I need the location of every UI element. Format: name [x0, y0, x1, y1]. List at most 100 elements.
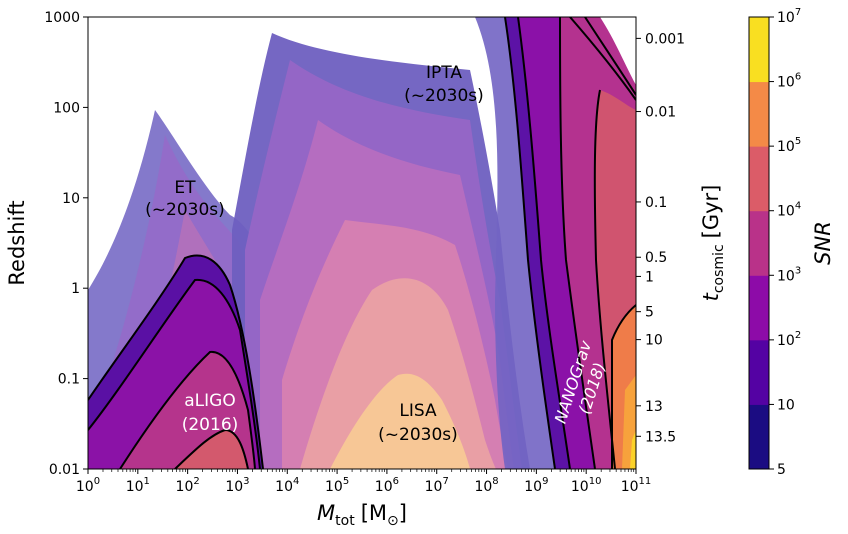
- colorbar-band-5: [749, 81, 769, 147]
- colorbar-label: SNR: [811, 221, 835, 265]
- y2-axis-ticks: 0.001 0.01 0.1 0.5 1 5 10 13 13.5: [636, 31, 685, 445]
- colorbar-frame: [748, 16, 770, 470]
- x-tick-base: 10: [225, 479, 243, 495]
- y-tick-label-1: 100: [53, 100, 80, 116]
- x-tick-label-1: 101: [126, 476, 150, 495]
- y2-tick-label-6: 10: [645, 333, 663, 349]
- colorbar-tick-exp: 3: [795, 265, 801, 276]
- colorbar-tick-label-5: 105: [777, 136, 801, 155]
- lisa-inner-5: [330, 373, 470, 469]
- x-tick-base: 10: [425, 479, 443, 495]
- lisa-label: LISA: [399, 401, 437, 421]
- x-tick-exp: 1: [144, 476, 150, 487]
- x-tick-label-11: 1011: [621, 476, 652, 495]
- plot-area: [88, 17, 636, 469]
- y2-axis-label-unit: [Gyr]: [699, 185, 723, 239]
- nanograv-7: [630, 430, 636, 469]
- y-axis-ticks: 1000 100 10 1 0.1 0.01: [44, 10, 88, 478]
- colorbar-tick-label-7: 107: [777, 7, 801, 26]
- nanograv-contour-2: [517, 17, 571, 469]
- colorbar-band-0: [749, 404, 769, 470]
- x-tick-exp: 0: [94, 476, 100, 487]
- y-tick-label-0: 1000: [44, 10, 80, 26]
- y2-tick-label-3: 0.5: [645, 250, 667, 266]
- aligo-contour-4: [174, 428, 249, 469]
- x-axis-label: Mtot [M⊙]: [317, 501, 407, 529]
- x-tick-exp: 3: [243, 476, 249, 487]
- x-tick-label-2: 102: [176, 476, 200, 495]
- colorbar-tick-exp: 7: [795, 7, 801, 18]
- y2-tick-label-8: 13.5: [645, 429, 676, 445]
- x-tick-exp: 8: [492, 476, 498, 487]
- x-tick-base: 10: [524, 479, 542, 495]
- colorbar-tick-base: 10: [777, 204, 795, 220]
- x-tick-exp: 6: [393, 476, 399, 487]
- et-label: ET: [174, 178, 196, 198]
- colorbar-tick-base: 10: [777, 333, 795, 349]
- x-tick-label-0: 100: [76, 476, 100, 495]
- x-tick-exp: 2: [193, 476, 199, 487]
- y-tick-label-4: 0.1: [58, 372, 80, 388]
- x-tick-exp: 4: [293, 476, 299, 487]
- y2-tick-label-5: 5: [645, 305, 654, 321]
- nanograv-contour-5: [584, 17, 636, 96]
- nanograv-contour-7: [611, 304, 636, 469]
- colorbar-tick-label-6: 106: [777, 72, 801, 91]
- y2-axis-label: tcosmic [Gyr]: [699, 185, 727, 302]
- nanograv-contour-1: [504, 17, 556, 469]
- colorbar-tick-base: 10: [777, 75, 795, 91]
- colorbar-tick-label-3: 103: [777, 265, 801, 284]
- x-tick-exp: 10: [589, 476, 602, 487]
- nanograv-contour-6: [593, 89, 616, 469]
- colorbar-band-3: [749, 210, 769, 276]
- et-epoch: (~2030s): [145, 200, 225, 220]
- snr-contours: [88, 17, 636, 469]
- ipta-label: IPTA: [426, 63, 462, 83]
- aligo-epoch: (2016): [182, 415, 239, 435]
- y2-tick-label-7: 13: [645, 399, 663, 415]
- colorbar-tick-label-2: 102: [777, 330, 801, 349]
- colorbar-tick-label-0: 5: [777, 462, 786, 478]
- colorbar-tick-base: 10: [777, 268, 795, 284]
- colorbar-tick-exp: 6: [795, 72, 801, 83]
- x-tick-label-7: 107: [425, 476, 449, 495]
- y-tick-label-3: 1: [71, 281, 80, 297]
- x-tick-exp: 7: [442, 476, 448, 487]
- y2-axis-label-main: t: [699, 292, 723, 301]
- lisa-epoch: (~2030s): [378, 425, 458, 445]
- x-tick-base: 10: [176, 479, 194, 495]
- plot-frame: [87, 16, 637, 470]
- x-tick-label-4: 104: [275, 476, 299, 495]
- x-axis-label-unit: [M: [361, 501, 387, 525]
- x-tick-label-5: 105: [325, 476, 349, 495]
- y-tick-label-2: 10: [62, 191, 80, 207]
- x-tick-base: 10: [126, 479, 144, 495]
- colorbar-tick-exp: 4: [795, 201, 801, 212]
- colorbar-band-2: [749, 275, 769, 341]
- aligo-contour-2: [88, 278, 261, 469]
- x-axis-ticks: 100 101 102 103 104 105 106 107 108 109 1010 1011: [76, 469, 651, 495]
- y-axis-label: Redshift: [5, 200, 29, 285]
- y2-tick-label-2: 0.1: [645, 195, 667, 211]
- x-tick-base: 10: [275, 479, 293, 495]
- nanograv-contour-3: [559, 17, 596, 469]
- colorbar-band-1: [749, 339, 769, 405]
- colorbar-tick-label-1: 10: [777, 397, 795, 413]
- y2-tick-label-1: 0.01: [645, 105, 676, 121]
- x-tick-base: 10: [621, 479, 639, 495]
- nanograv-contour-4: [569, 17, 636, 101]
- colorbar-tick-base: 10: [777, 397, 795, 413]
- x-tick-base: 10: [375, 479, 393, 495]
- aligo-contour-1: [88, 254, 264, 469]
- y2-tick-label-4: 1: [645, 269, 654, 285]
- x-tick-exp: 5: [343, 476, 349, 487]
- x-axis-label-unit-close: ]: [399, 501, 407, 525]
- x-tick-exp: 11: [639, 476, 652, 487]
- colorbar-tick-base: 5: [777, 462, 786, 478]
- y2-axis-label-sub: cosmic: [711, 244, 727, 293]
- x-tick-label-9: 109: [524, 476, 548, 495]
- colorbar-band-4: [749, 146, 769, 212]
- x-tick-base: 10: [474, 479, 492, 495]
- colorbar-band-6: [749, 17, 769, 83]
